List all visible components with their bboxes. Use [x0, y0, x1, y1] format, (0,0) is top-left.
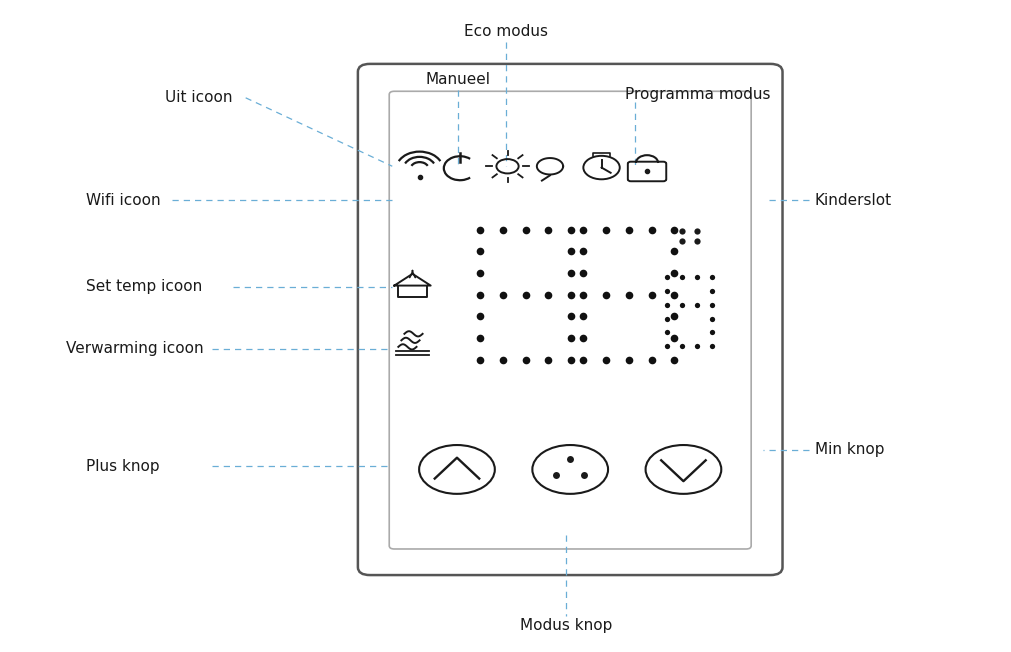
Text: Set temp icoon: Set temp icoon: [86, 279, 202, 295]
Text: Uit icoon: Uit icoon: [165, 90, 233, 106]
Text: Modus knop: Modus knop: [520, 618, 613, 634]
Text: Kinderslot: Kinderslot: [815, 192, 892, 208]
Text: Eco modus: Eco modus: [463, 23, 548, 39]
FancyBboxPatch shape: [389, 91, 751, 549]
Text: Min knop: Min knop: [815, 442, 885, 458]
Text: Wifi icoon: Wifi icoon: [86, 192, 161, 208]
Text: Plus knop: Plus knop: [86, 458, 160, 474]
Text: Programma modus: Programma modus: [625, 87, 770, 102]
FancyBboxPatch shape: [358, 64, 783, 575]
Text: Manueel: Manueel: [426, 72, 490, 87]
Text: Verwarming icoon: Verwarming icoon: [66, 341, 203, 357]
